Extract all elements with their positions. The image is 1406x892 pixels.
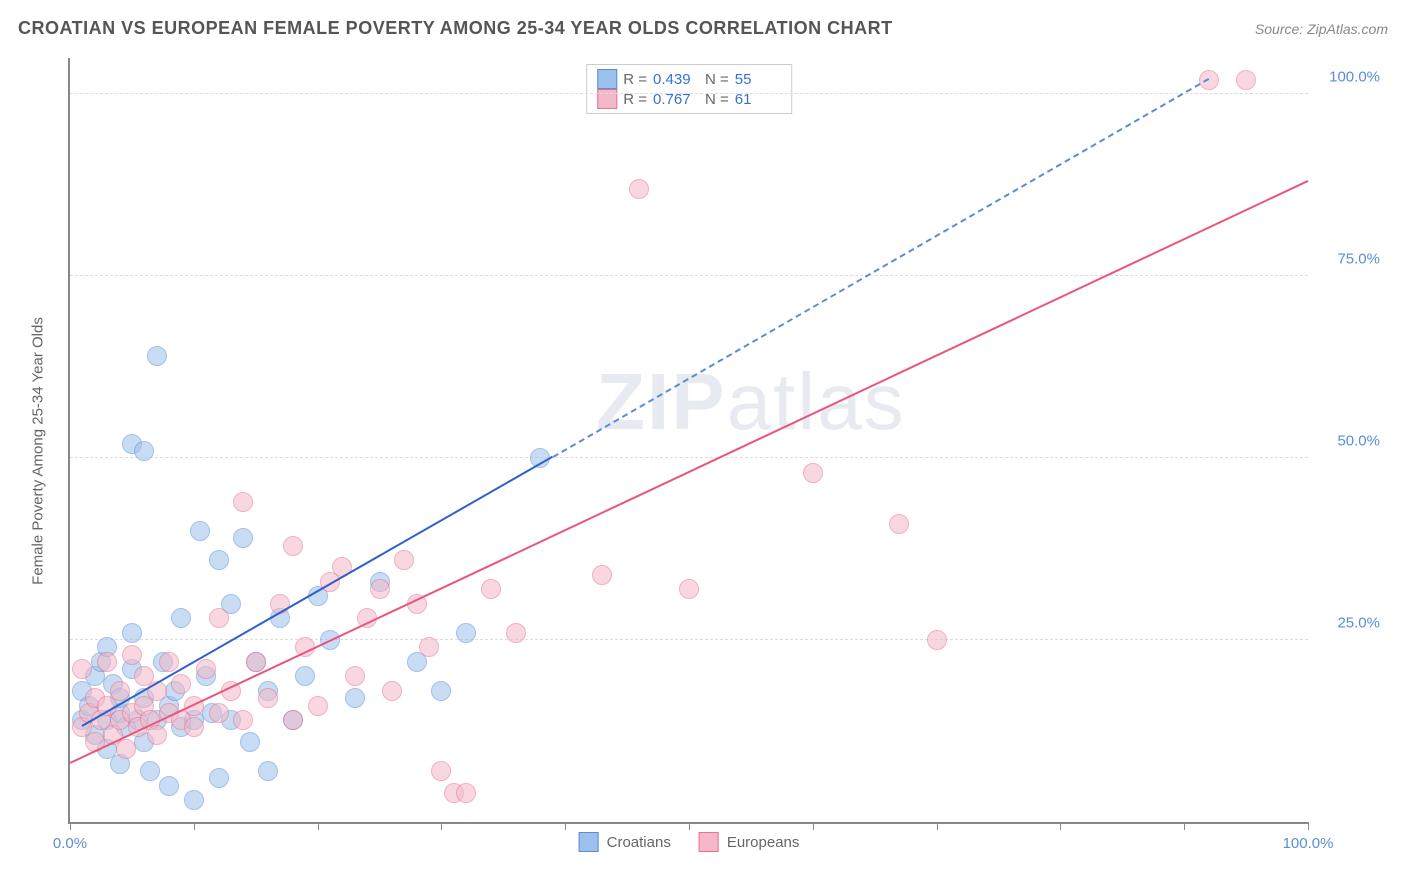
data-point bbox=[233, 492, 253, 512]
data-point bbox=[159, 776, 179, 796]
data-point bbox=[927, 630, 947, 650]
legend-stats-row-croatians: R = 0.439 N = 55 bbox=[597, 69, 781, 89]
data-point bbox=[147, 346, 167, 366]
y-axis-label: Female Poverty Among 25-34 Year Olds bbox=[30, 317, 47, 585]
source-label: Source: ZipAtlas.com bbox=[1255, 21, 1388, 37]
y-tick-label: 25.0% bbox=[1316, 615, 1380, 632]
x-tick bbox=[813, 822, 814, 830]
data-point bbox=[419, 637, 439, 657]
legend-stats-row-europeans: R = 0.767 N = 61 bbox=[597, 89, 781, 109]
data-point bbox=[159, 652, 179, 672]
data-point bbox=[283, 710, 303, 730]
data-point bbox=[171, 608, 191, 628]
data-point bbox=[258, 761, 278, 781]
y-tick-label: 75.0% bbox=[1316, 251, 1380, 268]
data-point bbox=[481, 579, 501, 599]
x-tick-label: 0.0% bbox=[53, 835, 87, 852]
x-tick bbox=[1060, 822, 1061, 830]
legend-label-croatians: Croatians bbox=[607, 834, 671, 851]
data-point bbox=[345, 666, 365, 686]
swatch-croatians-icon bbox=[579, 832, 599, 852]
data-point bbox=[116, 739, 136, 759]
trend-line-dashed bbox=[552, 78, 1209, 458]
data-point bbox=[233, 710, 253, 730]
x-tick bbox=[1308, 822, 1309, 830]
data-point bbox=[240, 732, 260, 752]
swatch-croatians-icon bbox=[597, 69, 617, 89]
data-point bbox=[295, 666, 315, 686]
data-point bbox=[506, 623, 526, 643]
r-value-croatians: 0.439 bbox=[653, 71, 699, 88]
data-point bbox=[134, 441, 154, 461]
data-point bbox=[1236, 70, 1256, 90]
data-point bbox=[394, 550, 414, 570]
data-point bbox=[171, 674, 191, 694]
data-point bbox=[456, 783, 476, 803]
x-tick bbox=[318, 822, 319, 830]
x-tick bbox=[689, 822, 690, 830]
data-point bbox=[196, 659, 216, 679]
swatch-europeans-icon bbox=[699, 832, 719, 852]
data-point bbox=[209, 550, 229, 570]
data-point bbox=[246, 652, 266, 672]
data-point bbox=[629, 179, 649, 199]
data-point bbox=[283, 536, 303, 556]
data-point bbox=[233, 528, 253, 548]
data-point bbox=[122, 623, 142, 643]
legend-item-europeans: Europeans bbox=[699, 832, 800, 852]
data-point bbox=[592, 565, 612, 585]
data-point bbox=[431, 681, 451, 701]
data-point bbox=[122, 645, 142, 665]
gridline bbox=[70, 457, 1308, 458]
data-point bbox=[184, 790, 204, 810]
data-point bbox=[147, 725, 167, 745]
gridline bbox=[70, 275, 1308, 276]
data-point bbox=[209, 703, 229, 723]
data-point bbox=[258, 688, 278, 708]
data-point bbox=[382, 681, 402, 701]
y-tick-label: 50.0% bbox=[1316, 433, 1380, 450]
x-tick bbox=[441, 822, 442, 830]
x-tick bbox=[1184, 822, 1185, 830]
legend-stats-box: R = 0.439 N = 55 R = 0.767 N = 61 bbox=[586, 64, 792, 114]
legend-label-europeans: Europeans bbox=[727, 834, 800, 851]
gridline bbox=[70, 93, 1308, 94]
data-point bbox=[679, 579, 699, 599]
watermark-atlas: atlas bbox=[727, 357, 906, 446]
gridline bbox=[70, 639, 1308, 640]
swatch-europeans-icon bbox=[597, 89, 617, 109]
page-title: CROATIAN VS EUROPEAN FEMALE POVERTY AMON… bbox=[18, 18, 893, 39]
data-point bbox=[431, 761, 451, 781]
data-point bbox=[184, 717, 204, 737]
n-value-croatians: 55 bbox=[735, 71, 781, 88]
data-point bbox=[209, 608, 229, 628]
chart-container: Female Poverty Among 25-34 Year Olds ZIP… bbox=[48, 58, 1388, 844]
x-tick bbox=[194, 822, 195, 830]
n-label: N = bbox=[705, 71, 729, 88]
r-label: R = bbox=[623, 71, 647, 88]
x-tick bbox=[565, 822, 566, 830]
plot-area: ZIPatlas R = 0.439 N = 55 R = 0.767 N = … bbox=[68, 58, 1308, 824]
data-point bbox=[209, 768, 229, 788]
data-point bbox=[190, 521, 210, 541]
bottom-legend: Croatians Europeans bbox=[579, 832, 800, 852]
watermark-zip: ZIP bbox=[596, 357, 726, 446]
x-tick bbox=[70, 822, 71, 830]
data-point bbox=[140, 761, 160, 781]
data-point bbox=[345, 688, 365, 708]
watermark: ZIPatlas bbox=[596, 356, 905, 448]
y-tick-label: 100.0% bbox=[1316, 69, 1380, 86]
x-tick-label: 100.0% bbox=[1283, 835, 1334, 852]
legend-item-croatians: Croatians bbox=[579, 832, 671, 852]
trend-line bbox=[70, 180, 1309, 764]
data-point bbox=[97, 652, 117, 672]
data-point bbox=[72, 659, 92, 679]
data-point bbox=[889, 514, 909, 534]
data-point bbox=[370, 579, 390, 599]
data-point bbox=[456, 623, 476, 643]
data-point bbox=[803, 463, 823, 483]
x-tick bbox=[937, 822, 938, 830]
data-point bbox=[308, 696, 328, 716]
